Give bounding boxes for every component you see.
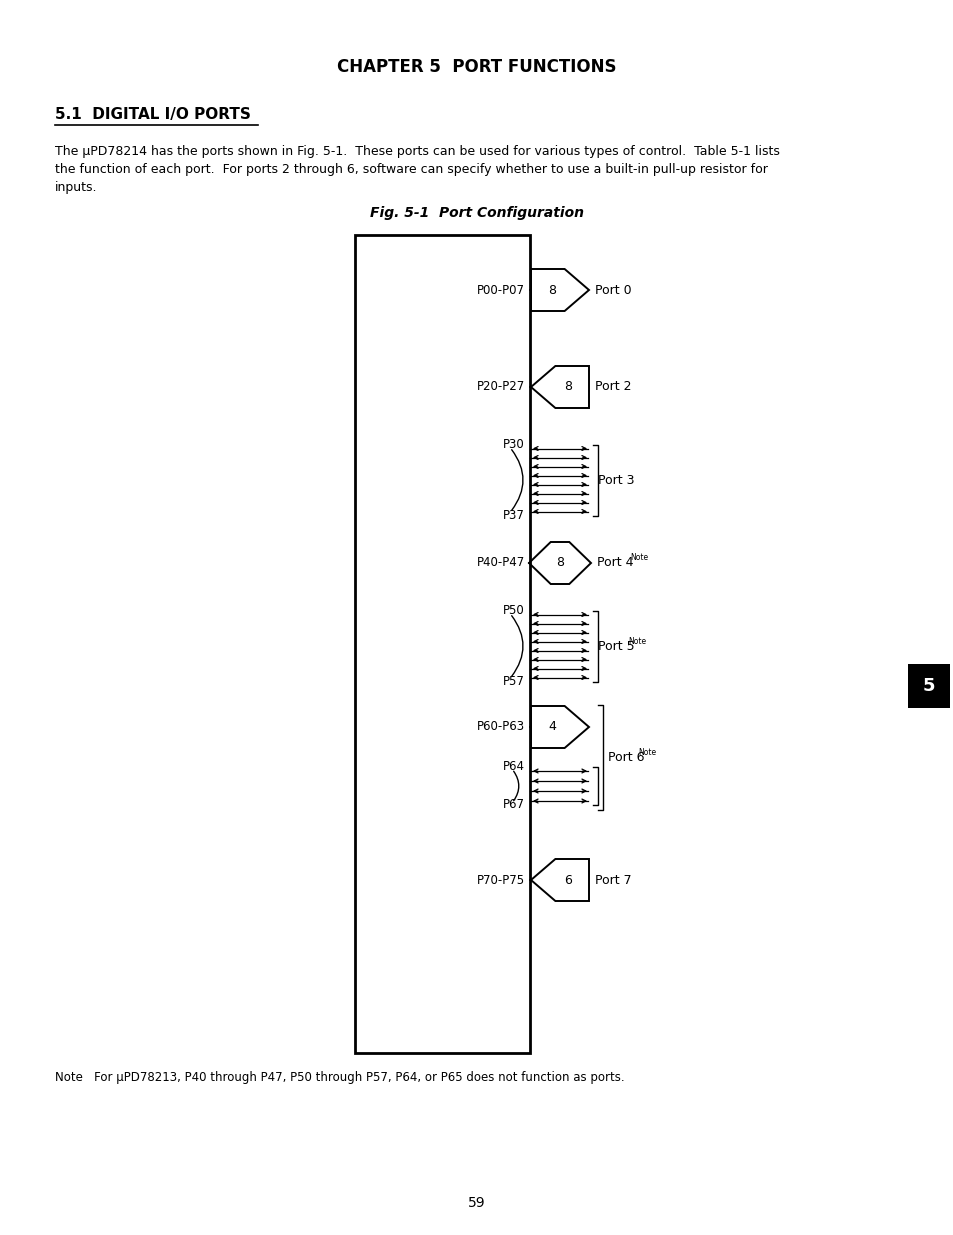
Text: Port 6: Port 6: [607, 751, 644, 764]
Text: The μPD78214 has the ports shown in Fig. 5-1.  These ports can be used for vario: The μPD78214 has the ports shown in Fig.…: [55, 146, 779, 158]
Text: P67: P67: [502, 799, 524, 811]
Text: Port 5: Port 5: [598, 640, 634, 652]
Text: P60-P63: P60-P63: [476, 720, 524, 734]
Bar: [355, 235, 530, 1053]
Text: 6: 6: [563, 873, 572, 887]
Text: 5.1  DIGITAL I/O PORTS: 5.1 DIGITAL I/O PORTS: [55, 107, 251, 122]
Text: 8: 8: [556, 557, 563, 569]
Text: 8: 8: [563, 380, 572, 394]
Bar: [907, 664, 949, 708]
Text: 4: 4: [547, 720, 556, 734]
Text: P30: P30: [503, 438, 524, 451]
Text: P20-P27: P20-P27: [476, 380, 524, 394]
Text: P00-P07: P00-P07: [476, 284, 524, 296]
Text: Port 4: Port 4: [597, 557, 633, 569]
Text: Note: Note: [627, 636, 645, 646]
Text: Note   For μPD78213, P40 through P47, P50 through P57, P64, or P65 does not func: Note For μPD78213, P40 through P47, P50 …: [55, 1071, 624, 1083]
Text: Port 7: Port 7: [595, 873, 631, 887]
Text: CHAPTER 5  PORT FUNCTIONS: CHAPTER 5 PORT FUNCTIONS: [337, 58, 616, 77]
Text: Note: Note: [629, 553, 647, 562]
Text: P64: P64: [502, 761, 524, 773]
Text: P50: P50: [503, 604, 524, 618]
Text: Note: Note: [638, 748, 656, 757]
Text: P70-P75: P70-P75: [476, 873, 524, 887]
Text: Port 0: Port 0: [595, 284, 631, 296]
Text: 8: 8: [547, 284, 556, 296]
Text: Fig. 5-1  Port Configuration: Fig. 5-1 Port Configuration: [370, 206, 583, 220]
Text: inputs.: inputs.: [55, 182, 97, 194]
Text: 59: 59: [468, 1195, 485, 1210]
Text: 5: 5: [922, 677, 934, 695]
Text: the function of each port.  For ports 2 through 6, software can specify whether : the function of each port. For ports 2 t…: [55, 163, 767, 177]
Text: P57: P57: [502, 676, 524, 688]
Text: Port 2: Port 2: [595, 380, 631, 394]
Text: P37: P37: [502, 509, 524, 522]
Text: Port 3: Port 3: [598, 473, 634, 487]
Text: P40-P47: P40-P47: [476, 557, 524, 569]
